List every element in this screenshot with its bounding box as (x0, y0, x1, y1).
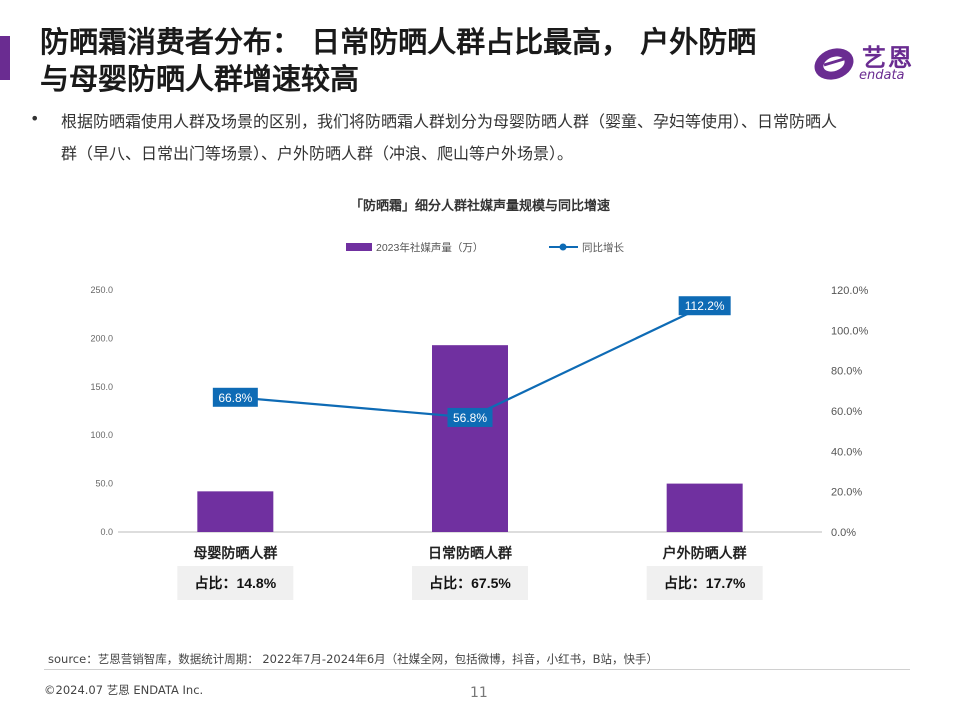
title-accent-bar (0, 36, 10, 80)
bar (197, 491, 274, 532)
right-axis-tick-label: 0.0% (831, 527, 856, 539)
endata-logo: 艺恩 endata (812, 38, 932, 88)
right-axis-tick-label: 20.0% (831, 487, 862, 499)
legend-line-label: 同比增长 (582, 241, 624, 254)
legend-line-marker (559, 243, 567, 251)
share-box (412, 566, 528, 600)
share-box (646, 566, 763, 600)
share-box (177, 566, 294, 600)
growth-label-box (678, 296, 731, 316)
chart-title: 「防晒霜」细分人群社媒声量规模与同比增速 (350, 198, 610, 213)
left-axis-tick-label: 250.0 (90, 285, 113, 295)
share-label: 占比：14.8% (194, 575, 276, 591)
left-axis-tick-label: 50.0 (95, 479, 113, 489)
logo-mark-icon (814, 48, 854, 80)
logo-text-en: endata (859, 68, 905, 83)
logo-text-cn: 艺恩 (862, 44, 914, 72)
right-axis-tick-label: 80.0% (831, 366, 862, 378)
right-axis-tick-label: 60.0% (831, 406, 862, 418)
footer-divider (44, 669, 910, 670)
growth-label: 56.8% (453, 411, 487, 425)
description-text: 根据防晒霜使用人群及场景的区别，我们将防晒霜人群划分为母婴防晒人群（婴童、孕妇等… (61, 112, 838, 163)
share-label: 占比：17.7% (664, 575, 746, 591)
category-label: 母婴防晒人群 (193, 545, 277, 561)
growth-label: 112.2% (685, 299, 725, 313)
bar (432, 345, 508, 532)
right-axis-tick-label: 100.0% (831, 325, 869, 337)
legend-bar-swatch (346, 243, 372, 251)
right-axis-tick-label: 120.0% (831, 285, 869, 297)
copyright-text: ©2024.07 艺恩 ENDATA Inc. (44, 683, 204, 697)
left-axis-tick-label: 200.0 (90, 333, 113, 343)
right-axis-tick-label: 40.0% (831, 446, 862, 458)
source-note: source：艺恩营销智库，数据统计周期： 2022年7月-2024年6月（社媒… (48, 652, 659, 666)
left-axis-tick-label: 0.0 (100, 527, 113, 537)
growth-label: 66.8% (218, 391, 252, 405)
bar (666, 483, 743, 532)
legend-bar-label: 2023年社媒声量（万） (376, 241, 483, 254)
share-label: 占比：67.5% (429, 575, 511, 591)
growth-label-box (447, 407, 493, 427)
growth-label-box (212, 387, 258, 407)
page-number: 11 (470, 685, 488, 701)
bullet-marker: • (30, 109, 40, 128)
left-axis-tick-label: 150.0 (90, 382, 113, 392)
category-label: 户外防晒人群 (663, 545, 747, 561)
left-axis-tick-label: 100.0 (90, 430, 113, 440)
category-label: 日常防晒人群 (428, 545, 512, 561)
page-title: 防晒霜消费者分布： 日常防晒人群占比最高， 户外防晒与母婴防晒人群增速较高 (40, 25, 757, 96)
